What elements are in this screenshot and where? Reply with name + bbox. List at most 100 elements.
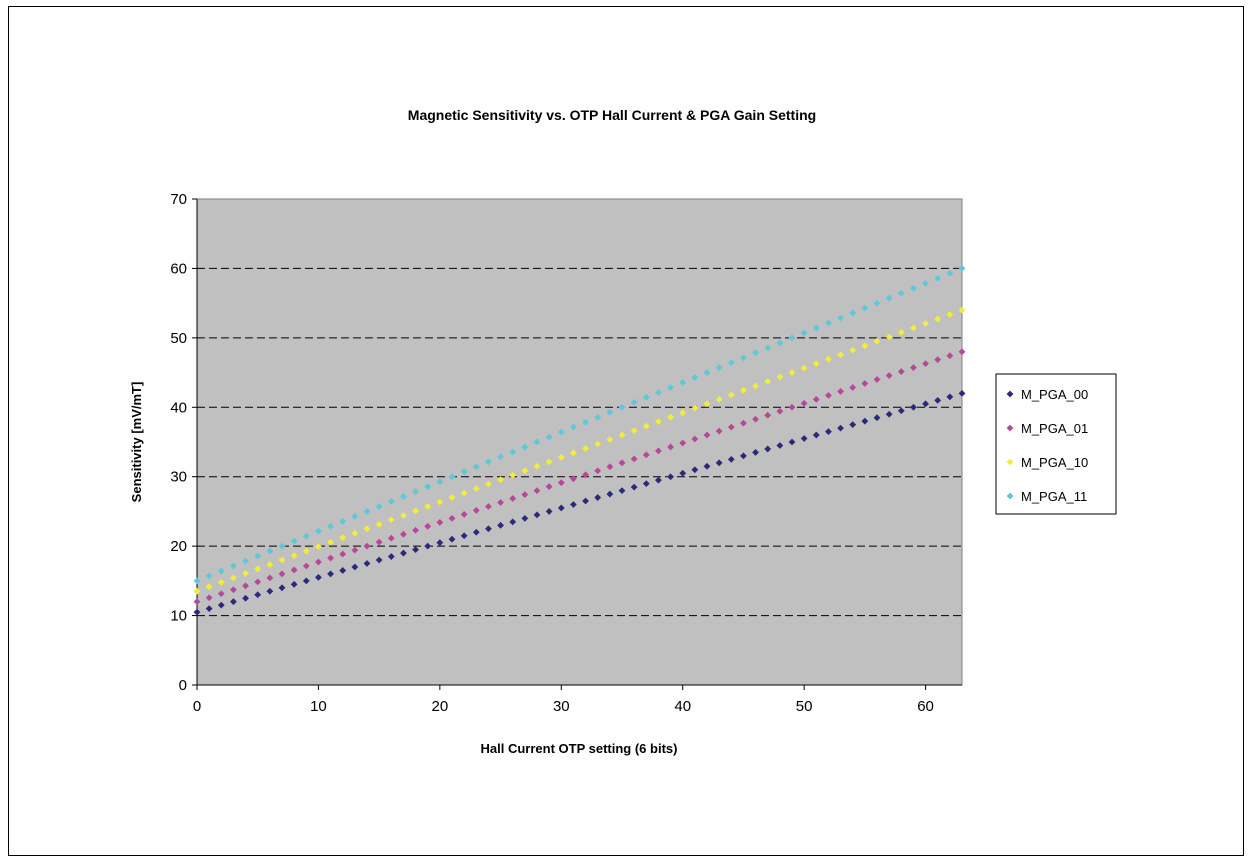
data-point [351,563,359,571]
plot-area [196,198,963,686]
x-axis-label: Hall Current OTP setting (6 bits) [481,741,678,756]
data-point [497,453,504,461]
data-point [667,384,674,391]
data-point [497,521,504,529]
data-point [752,349,759,357]
data-point [193,587,201,595]
data-point [703,431,711,439]
data-point [387,553,395,560]
data-point [424,542,432,550]
data-point [752,415,759,423]
data-point [557,504,565,512]
data-point [837,424,844,432]
legend-marker [1006,492,1014,500]
data-point [533,462,541,470]
data-point [339,534,347,542]
data-point [472,485,480,493]
data-point [910,284,917,292]
data-point [630,455,638,463]
data-point [934,274,942,282]
data-point [715,364,723,372]
data-point [764,411,772,419]
data-point [958,348,966,356]
data-point [412,507,419,515]
data-point [278,542,286,550]
data-point [460,511,468,518]
chart-title: Magnetic Sensitivity vs. OTP Hall Curren… [408,107,816,123]
data-point [351,546,359,554]
legend: M_PGA_00 M_PGA_01 M_PGA_10 M_PGA_11 [995,373,1117,515]
data-point [740,452,747,460]
data-point [205,594,213,602]
data-point [800,364,808,372]
data-point [339,567,347,574]
legend-label: M_PGA_11 [1021,489,1087,504]
data-point [655,476,662,484]
data-point [400,493,407,500]
data-point [849,346,857,354]
data-point [776,407,784,415]
data-point [290,566,298,574]
data-point [254,552,262,560]
data-point [436,518,444,526]
data-point [545,458,553,466]
data-point [205,583,213,591]
data-point [812,324,820,332]
data-point [825,428,832,435]
data-point [873,299,881,307]
data-point [533,438,541,446]
data-point [533,511,541,519]
data-point [339,550,347,558]
data-point [485,480,492,488]
data-point [254,591,262,599]
data-point [655,418,662,426]
data-point [776,442,784,449]
data-point [302,562,310,570]
data-point [618,431,626,439]
data-point [290,580,298,588]
x-tick-label: 30 [553,698,570,715]
data-point [715,395,723,403]
data-point [740,387,747,394]
data-point [570,501,577,508]
data-point [837,388,844,395]
legend-marker [1006,424,1014,432]
data-point [570,449,577,457]
data-point [557,428,565,436]
data-point [582,471,589,479]
data-point [825,391,832,399]
data-point [715,427,723,435]
data-point [302,532,310,540]
data-point [618,459,626,467]
y-tick-label: 70 [170,191,187,208]
y-axis: 0 10 20 30 40 50 60 70 [170,191,198,694]
data-point [302,547,310,555]
x-tick-label: 40 [674,698,691,715]
data-point [861,304,869,312]
data-point [327,570,334,578]
data-point [885,294,893,302]
data-point [375,556,383,564]
data-point [922,320,929,327]
x-tick-label: 10 [310,698,327,715]
data-point [618,403,626,411]
data-point [825,355,832,363]
data-point [800,329,808,337]
data-point [873,376,881,383]
data-point [375,503,383,510]
data-point [740,354,747,362]
data-point [788,369,796,376]
x-tick-label: 60 [917,698,934,715]
data-point [533,487,541,494]
legend-item-M_PGA_01: M_PGA_01 [1006,421,1088,436]
data-point [727,455,735,463]
data-point [897,407,905,415]
data-point [934,315,942,323]
data-point [582,418,589,426]
data-point [400,549,407,557]
y-tick-label: 30 [170,469,187,486]
data-point [521,443,529,451]
data-point [217,578,225,586]
data-point [752,382,759,390]
data-point [946,352,954,360]
